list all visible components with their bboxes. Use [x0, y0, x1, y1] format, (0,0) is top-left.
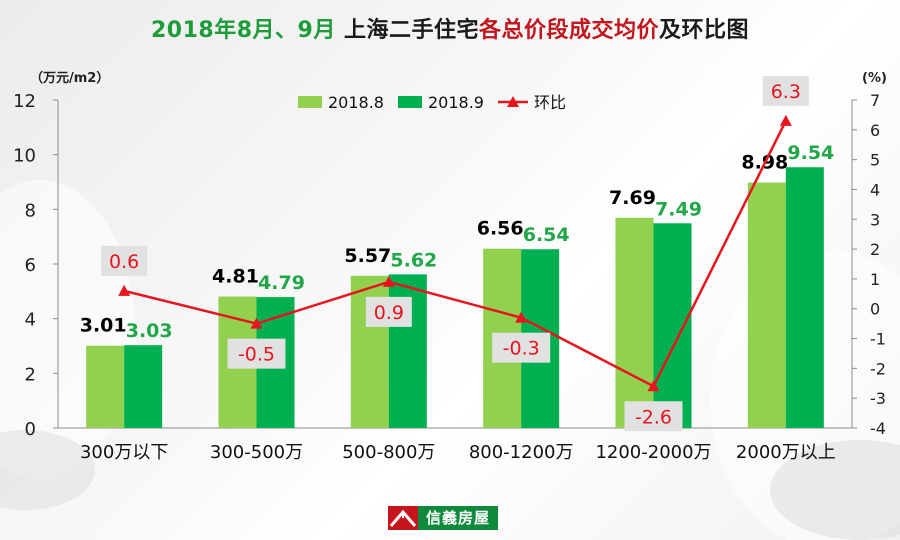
bar-value-label-2018-9: 7.49: [655, 198, 702, 220]
mom-value-label: 0.6: [109, 251, 139, 273]
y2-tick-label: -2: [870, 359, 886, 378]
bar-value-label-2018-8: 4.81: [212, 266, 259, 288]
bar-value-label-2018-9: 6.54: [523, 224, 570, 246]
bar-2018-9: [124, 345, 163, 428]
bar-2018-8: [86, 345, 125, 428]
brand-logo: 信義房屋: [388, 506, 499, 530]
mom-label-box: [492, 332, 551, 363]
y-tick-label: 6: [25, 255, 36, 276]
bar-2018-9: [653, 223, 692, 428]
mom-marker: [515, 311, 528, 323]
mom-label-box: [762, 75, 809, 106]
y2-tick-label: 6: [870, 121, 880, 140]
y2-tick-label: 5: [870, 151, 880, 170]
y-tick-label: 4: [25, 310, 36, 331]
mom-line: [123, 120, 787, 388]
mom-value-label: 6.3: [771, 81, 801, 103]
title-subject: 上海二手住宅: [343, 18, 479, 43]
bar-value-label-2018-8: 5.57: [344, 245, 391, 267]
mom-value-label: 0.9: [374, 302, 404, 324]
mom-marker: [779, 114, 792, 126]
y-tick-label: 0: [25, 419, 36, 440]
legend-swatch-2018-9: [398, 96, 422, 108]
x-tick-label: 800-1200万: [469, 442, 574, 463]
x-tick-label: 300-500万: [210, 442, 303, 463]
bar-value-label-2018-8: 7.69: [609, 187, 656, 209]
bar-value-label-2018-8: 6.56: [477, 218, 524, 240]
mom-label-box: [227, 338, 286, 369]
y2-tick-label: -4: [870, 419, 886, 438]
mom-marker: [118, 284, 131, 296]
bar-value-label-2018-9: 4.79: [258, 272, 305, 294]
legend-swatch-mom-marker: [507, 96, 519, 107]
bar-2018-9: [785, 167, 824, 429]
y2-tick-label: 4: [870, 180, 880, 199]
mom-marker: [647, 380, 660, 392]
y-tick-label: 2: [25, 364, 36, 385]
y-tick-label: 10: [13, 146, 36, 167]
bar-2018-8: [747, 182, 786, 428]
y2-tick-label: 0: [870, 300, 880, 319]
bar-value-label-2018-9: 9.54: [787, 142, 834, 164]
y2-tick-label: 1: [870, 270, 880, 289]
y2-axis-label: (%): [862, 71, 887, 86]
mom-value-label: -2.6: [635, 406, 672, 428]
brand-mark-icon: [388, 506, 418, 530]
mom-label-box: [365, 296, 412, 327]
bar-value-label-2018-8: 3.01: [80, 315, 127, 337]
y-tick-label: 8: [25, 200, 36, 221]
mom-label-box: [101, 245, 148, 276]
y-tick-label: 12: [13, 91, 36, 112]
x-tick-label: 1200-2000万: [595, 442, 711, 463]
bar-2018-8: [615, 217, 654, 428]
x-tick-label: 2000万以上: [736, 442, 836, 463]
mom-marker: [382, 275, 395, 287]
y2-tick-label: -3: [870, 389, 886, 408]
title-suffix: 及环比图: [659, 18, 750, 43]
title-date: 2018年8月、9月: [150, 18, 344, 43]
bar-value-label-2018-9: 5.62: [390, 249, 437, 271]
y2-tick-label: 3: [870, 210, 880, 229]
mom-marker: [250, 317, 263, 329]
bar-value-label-2018-9: 3.03: [126, 320, 173, 342]
y2-tick-label: -1: [870, 330, 886, 349]
legend-label-2018-8: 2018.8: [328, 93, 384, 112]
y2-tick-label: 2: [870, 240, 880, 259]
y2-tick-label: 7: [870, 91, 880, 110]
chart-title: 2018年8月、9月 上海二手住宅各总价段成交均价及环比图: [0, 12, 900, 44]
x-tick-label: 300万以下: [80, 442, 168, 463]
mom-label-box: [624, 401, 683, 432]
mom-value-label: -0.3: [503, 338, 540, 360]
legend-label-mom: 环比: [534, 93, 566, 112]
x-tick-label: 500-800万: [342, 442, 435, 463]
brand-name: 信義房屋: [418, 506, 499, 530]
title-metric: 各总价段成交均价: [479, 18, 660, 43]
mom-value-label: -0.5: [238, 344, 275, 366]
legend-swatch-2018-8: [298, 96, 322, 108]
y-axis-label: （万元/m2）: [30, 70, 109, 86]
legend-label-2018-9: 2018.9: [428, 93, 484, 112]
